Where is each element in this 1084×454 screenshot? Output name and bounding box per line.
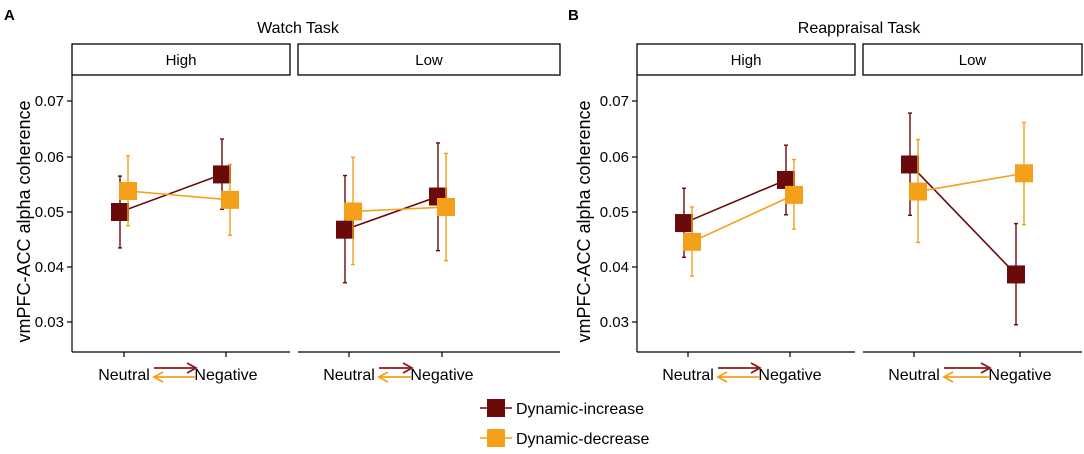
data-point: [777, 170, 795, 189]
facet-strip: [297, 43, 561, 76]
chart-panel-a: A Watch Task vmPFC-ACC alpha coherence 0.03…: [4, 7, 561, 384]
data-point: [221, 190, 239, 209]
data-point: [683, 232, 701, 251]
legend: Dynamic-increase Dynamic-decrease: [480, 399, 649, 448]
series-line: [344, 195, 439, 231]
series-line: [127, 190, 231, 201]
increase-arrow-head: [402, 362, 414, 374]
x-tick-label-negative: Negative: [988, 367, 1051, 384]
series-line: [917, 172, 1025, 193]
y-tick-label: 0.04: [600, 259, 629, 276]
legend-label: Dynamic-increase: [516, 401, 644, 418]
facet-strip-label: Low: [959, 52, 987, 69]
increase-arrow-head: [980, 362, 992, 374]
y-tick-label: 0.03: [600, 314, 629, 331]
chart-panel-b: B Reappraisal Task vmPFC-ACC alpha coheren…: [568, 7, 1083, 384]
y-axis-label: vmPFC-ACC alpha coherence: [574, 100, 594, 342]
series-dynamic-increase: [111, 138, 231, 249]
facet-strip-label: High: [166, 52, 197, 69]
data-point: [1015, 164, 1033, 183]
decrease-arrow-head: [377, 371, 389, 383]
facet-high: High Neutral Negative: [71, 43, 291, 384]
decrease-arrow-head: [942, 371, 954, 383]
series-dynamic-decrease: [344, 152, 455, 266]
facet-strip-label: High: [731, 52, 762, 69]
series-dynamic-increase: [901, 112, 1025, 326]
data-point: [336, 220, 354, 239]
data-point: [1007, 265, 1025, 284]
series-dynamic-decrease: [909, 121, 1033, 244]
increase-arrow-head: [186, 362, 198, 374]
data-point: [119, 182, 137, 201]
facet-low: Low Neutral Negative: [297, 43, 561, 384]
facet-strip: [636, 43, 856, 76]
x-tick-label-neutral: Neutral: [98, 367, 150, 384]
x-tick-label-negative: Negative: [194, 367, 257, 384]
facet-high: High Neutral Negative: [636, 43, 856, 384]
legend-swatch: [487, 399, 505, 417]
decrease-arrow-head: [716, 371, 728, 383]
data-point: [213, 165, 231, 184]
y-tick-label: 0.04: [35, 259, 64, 276]
y-axis-label: vmPFC-ACC alpha coherence: [14, 100, 34, 342]
facet-strip-label: Low: [415, 52, 443, 69]
y-tick-label: 0.05: [600, 204, 629, 221]
x-tick-label-neutral: Neutral: [323, 367, 375, 384]
panel-title: Watch Task: [257, 20, 340, 37]
y-tick-label: 0.07: [35, 93, 64, 110]
y-tick-label: 0.07: [600, 93, 629, 110]
legend-item-dynamic-decrease: Dynamic-decrease: [480, 429, 649, 448]
y-tick-label: 0.03: [35, 314, 64, 331]
series-line: [683, 179, 787, 224]
x-tick-label-neutral: Neutral: [888, 367, 940, 384]
panel-letter: B: [568, 7, 579, 24]
data-point: [785, 185, 803, 204]
increase-arrow-head: [750, 362, 762, 374]
facet-low: Low Neutral Negative: [862, 43, 1083, 384]
data-point: [437, 198, 455, 217]
data-point: [111, 203, 129, 221]
legend-label: Dynamic-decrease: [516, 431, 649, 448]
data-point: [901, 155, 919, 174]
legend-item-dynamic-increase: Dynamic-increase: [480, 399, 644, 418]
series-line: [352, 206, 447, 213]
x-tick-label-neutral: Neutral: [662, 367, 714, 384]
series-line: [119, 173, 223, 213]
series-line: [691, 194, 795, 243]
decrease-arrow-head: [152, 371, 164, 383]
data-point: [909, 182, 927, 201]
legend-swatch: [487, 429, 505, 447]
series-dynamic-decrease: [683, 158, 803, 277]
series-dynamic-decrease: [119, 154, 239, 236]
facet-strip: [71, 43, 291, 76]
facet-strip: [862, 43, 1083, 76]
x-tick-label-negative: Negative: [758, 367, 821, 384]
y-tick-label: 0.06: [35, 149, 64, 166]
panel-letter: A: [4, 7, 15, 24]
series-dynamic-increase: [675, 144, 795, 259]
data-point: [675, 214, 693, 233]
x-tick-label-negative: Negative: [410, 367, 473, 384]
y-tick-label: 0.05: [35, 204, 64, 221]
y-tick-label: 0.06: [600, 149, 629, 166]
data-point: [344, 202, 362, 221]
panel-title: Reappraisal Task: [798, 20, 921, 37]
series-line: [909, 163, 1017, 275]
